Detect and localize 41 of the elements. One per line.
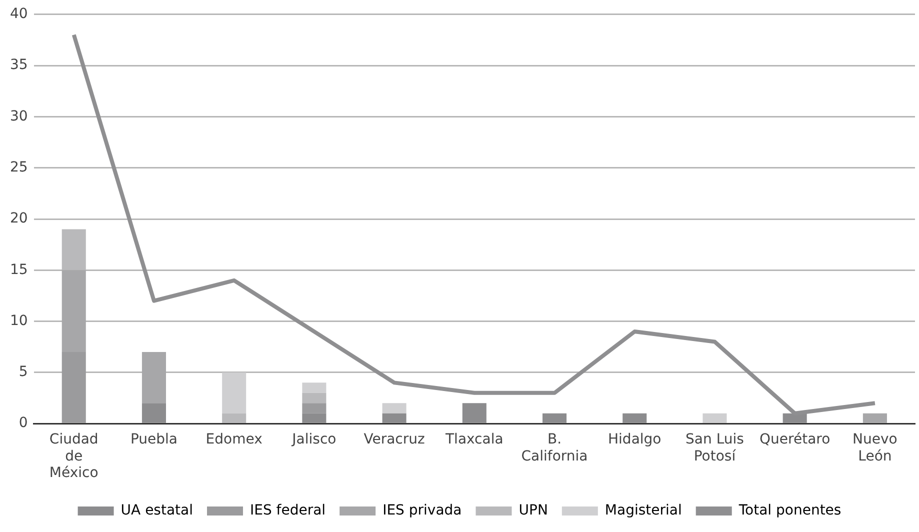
legend-label: IES privada [382, 502, 462, 519]
bar [622, 413, 647, 423]
y-tick-label: 0 [18, 415, 28, 432]
bar [302, 382, 326, 393]
x-tick-label: Puebla [130, 432, 178, 448]
bar [222, 372, 246, 414]
bar [862, 413, 887, 423]
x-tick-label: Edomex [206, 432, 262, 448]
y-tick-label: 15 [10, 262, 28, 278]
bar [142, 403, 166, 423]
legend-label: UA estatal [120, 502, 194, 519]
legend-label: Total ponentes [738, 502, 842, 519]
y-tick-label: 5 [18, 364, 28, 380]
bar [382, 403, 406, 414]
bar [702, 413, 727, 423]
bar [302, 403, 326, 414]
bar [462, 403, 486, 423]
y-tick-label: 35 [10, 57, 28, 74]
bar [302, 392, 326, 404]
x-tick-label: Nuevo León [852, 432, 898, 464]
bar [222, 413, 246, 423]
y-tick-label: 40 [10, 6, 28, 22]
y-tick-label: 20 [10, 210, 28, 227]
x-tick-label: Ciudad de México [49, 432, 98, 482]
x-tick-label: Jalisco [291, 432, 336, 448]
x-tick-label: Hidalgo [608, 432, 662, 448]
x-tick-label: Veracruz [364, 432, 425, 448]
bar [302, 413, 326, 423]
x-tick-label: B. California [521, 432, 588, 464]
legend-label: Magisterial [604, 502, 682, 519]
y-tick-label: 10 [10, 312, 28, 329]
x-tick-label: Querétaro [760, 432, 830, 448]
y-tick-label: 25 [10, 159, 28, 176]
legend-label: IES federal [250, 502, 326, 519]
y-tick-label: 30 [10, 108, 28, 124]
bar [142, 352, 166, 404]
x-tick-label: Tlaxcala [444, 432, 504, 448]
x-tick-label: San Luis Potosí [686, 432, 744, 464]
bar [382, 413, 406, 423]
bar [542, 413, 567, 423]
legend-label: UPN [518, 502, 548, 519]
